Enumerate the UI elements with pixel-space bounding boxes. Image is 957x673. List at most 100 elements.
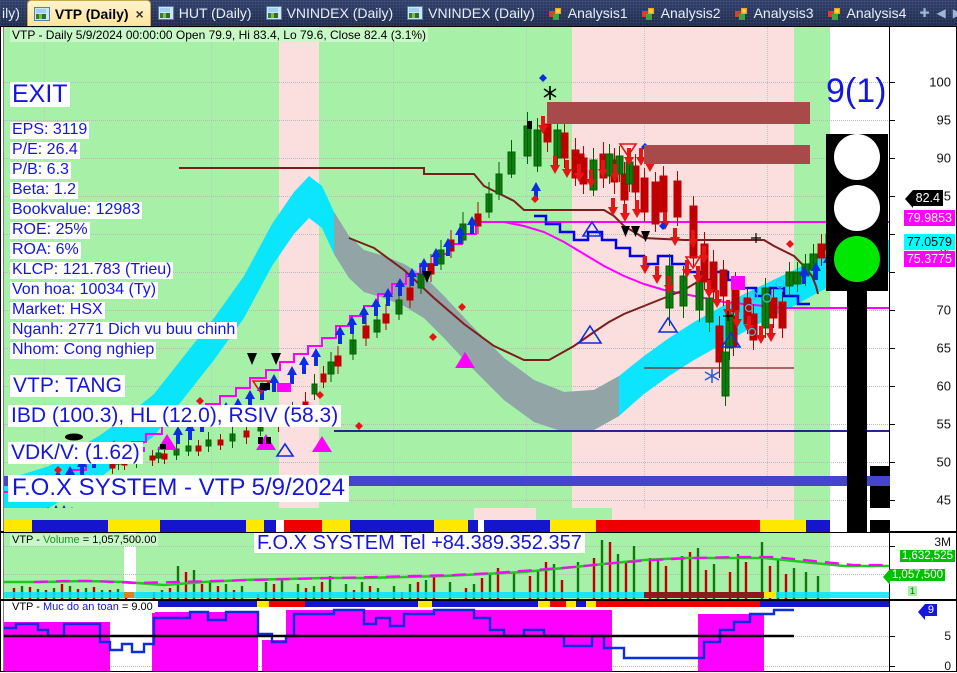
axis-tick: [890, 272, 895, 273]
exit-label: EXIT: [10, 80, 70, 108]
puzzle-icon: [734, 7, 749, 20]
volume-base-ribbon-orange: [124, 592, 134, 598]
safety-header-symbol: VTP -: [12, 601, 43, 613]
chart-icon: [407, 6, 424, 20]
volume-base-ribbon-red: [644, 592, 764, 598]
vdkv-label: VDK/V: (1.62): [8, 442, 143, 464]
open-triangle-markers: [275, 220, 742, 457]
tab-analysis4[interactable]: Analysis4: [821, 0, 914, 26]
bar-seg-blue: [468, 520, 478, 532]
price-pane-header: VTP - Daily 5/9/2024 00:00:00 Open 79.9,…: [10, 28, 429, 42]
axis-label: 50: [936, 454, 951, 470]
band-mid-tag: 77.0579: [903, 234, 955, 250]
fox-banner: F.O.X SYSTEM - VTP 5/9/2024: [8, 475, 350, 502]
axis-label: 70: [936, 302, 951, 318]
snowflake-marker: [704, 369, 720, 383]
volume-base-ribbon-yellow: [764, 592, 776, 598]
volume-plot-area[interactable]: VTP - Volume = 1,057,500.00 F.O.X SYSTEM…: [4, 532, 890, 600]
safety-value-tag: 9: [917, 604, 937, 620]
axis-tick: [890, 158, 895, 159]
prev-tab-icon[interactable]: ◀: [936, 6, 946, 20]
safety-header-name: Muc do an toan: [42, 601, 119, 613]
beta-label: Beta: 1.2: [10, 181, 79, 199]
tab-nav-controls: ✚ ◀ ▶ ≡: [913, 0, 957, 26]
volume-header-name: Volume: [42, 534, 80, 546]
traffic-light-lamp-bottom: [834, 236, 880, 282]
add-tab-icon[interactable]: ✚: [919, 6, 930, 20]
volume-last-tag: 1,057,500: [882, 569, 945, 585]
volume-min-tag: 1: [907, 586, 917, 596]
close-icon[interactable]: ×: [135, 6, 144, 22]
chart-icon: [157, 6, 174, 20]
bar-seg-black: [870, 520, 890, 532]
bar-seg-blue: [264, 520, 276, 532]
safety-plot-area[interactable]: VTP - Muc do an toan = 9.00: [4, 600, 890, 672]
asterisk-marker: [543, 86, 557, 100]
gridline: [4, 196, 890, 197]
traffic-light-box: [826, 134, 888, 291]
axis-label: 100: [929, 74, 951, 90]
volume-axis[interactable]: 3M 1,632,525 1,057,500 1: [882, 532, 957, 600]
volume-ma-green: [4, 556, 890, 587]
axis-label: 90: [936, 150, 951, 166]
regime-strip: [4, 508, 890, 520]
black-triangle-markers: [65, 226, 650, 441]
gridline: [4, 348, 890, 349]
price-axis[interactable]: 100 95 90 85 75 70 65 60 55 50 45 82.4 7…: [889, 26, 957, 532]
chart-icon: [265, 6, 282, 20]
safety-series-svg: [4, 600, 890, 672]
bar-seg-blue: [32, 520, 108, 532]
safety-header-value: = 9.00: [118, 601, 153, 613]
bar-seg-blue: [350, 520, 434, 532]
axis-label: 5: [944, 629, 951, 643]
axis-label: 55: [936, 416, 951, 432]
gridline-vertical: [44, 26, 45, 532]
tab-label: HUT (Daily): [178, 5, 252, 21]
tab-clipped[interactable]: ily): [0, 0, 27, 26]
pane-left-rail: [0, 600, 4, 672]
tab-vtp-daily[interactable]: VTP (Daily) ×: [26, 0, 151, 26]
price-plot-area[interactable]: VTP - Daily 5/9/2024 00:00:00 Open 79.9,…: [4, 26, 890, 532]
volume-pane[interactable]: VTP - Volume = 1,057,500.00 F.O.X SYSTEM…: [0, 532, 957, 600]
bar-seg-yellow: [108, 520, 160, 532]
tab-analysis3[interactable]: Analysis3: [728, 0, 821, 26]
bar-seg-red: [284, 520, 322, 532]
trend-ribbon-blue: [4, 476, 890, 486]
bar-seg-red: [596, 520, 760, 532]
volume-series-svg: [4, 540, 890, 600]
bar-seg-white: [478, 520, 484, 532]
volume-ma-tag: 1,632,525: [899, 550, 955, 562]
volume-ma-magenta: [33, 555, 890, 585]
tab-analysis1[interactable]: Analysis1: [542, 0, 635, 26]
regime-strip-seg: [474, 508, 536, 520]
next-tab-icon[interactable]: ▶: [953, 6, 957, 20]
band-lower-tag: 75.3775: [903, 251, 955, 267]
tab-hut-daily[interactable]: HUT (Daily): [151, 0, 259, 26]
roa-label: ROA: 6%: [10, 241, 81, 259]
gridline: [4, 120, 890, 121]
traffic-light-indicator: [826, 129, 888, 532]
bar-seg-yellow: [322, 520, 350, 532]
tab-vnindex-daily-1[interactable]: VNINDEX (Daily): [259, 0, 401, 26]
resistance-zone-lower: [644, 145, 810, 164]
tab-label: VNINDEX (Daily): [286, 5, 394, 21]
axis-tick: [890, 424, 895, 425]
tab-vnindex-daily-2[interactable]: VNINDEX (Daily): [400, 0, 542, 26]
tab-label: VTP (Daily): [54, 6, 129, 22]
magenta-stop-line-2: [503, 221, 890, 309]
fox-watermark: F.O.X SYSTEM Tel +84.389.352.357: [254, 533, 585, 553]
market-label: Market: HSX: [10, 301, 105, 319]
price-chart-pane[interactable]: VTP - Daily 5/9/2024 00:00:00 Open 79.9,…: [0, 26, 957, 537]
gridline: [4, 158, 890, 159]
bar-seg-yellow: [434, 520, 468, 532]
last-price-tag: 82.4: [904, 190, 943, 208]
axis-tick: [890, 546, 895, 547]
safety-level-pane[interactable]: VTP - Muc do an toan = 9.00 5 0 9: [0, 600, 957, 673]
axis-tick: [890, 310, 895, 311]
tab-analysis2[interactable]: Analysis2: [635, 0, 728, 26]
safety-axis[interactable]: 5 0 9: [889, 600, 957, 673]
nhom-label: Nhom: Cong nghiep: [10, 341, 157, 359]
axis-label: 0: [944, 659, 951, 673]
pane-left-rail: [0, 532, 4, 600]
puzzle-icon: [641, 7, 656, 20]
